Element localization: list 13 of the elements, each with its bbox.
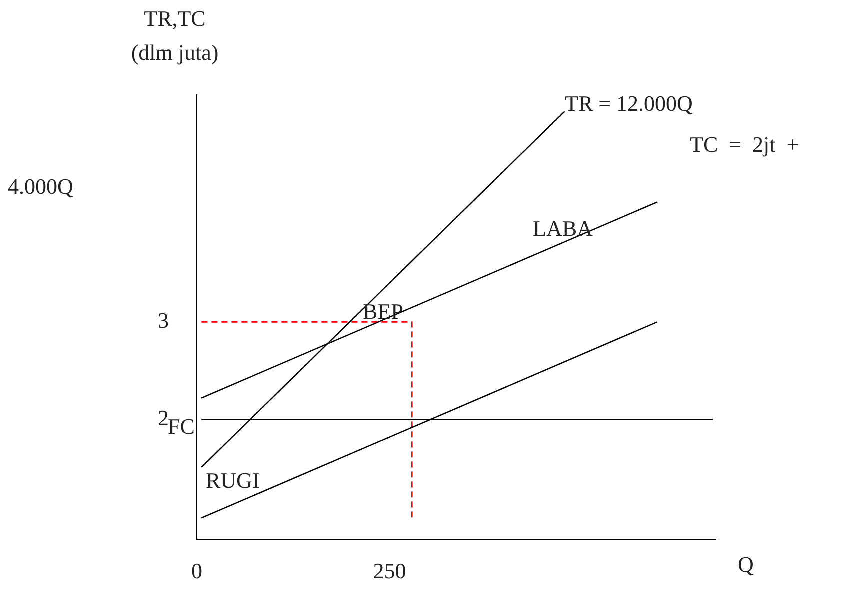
annotation: TC = 2jt + xyxy=(690,132,800,157)
y-tick-label: 3 xyxy=(158,308,169,333)
annotation: BEP xyxy=(363,298,404,324)
annotation: TR = 12.000Q xyxy=(565,90,694,116)
x-axis-title: Q xyxy=(738,551,754,579)
annotation: RUGI xyxy=(206,468,260,493)
x-tick-label: 250 xyxy=(373,558,406,584)
text: 4.000Q xyxy=(8,174,74,199)
x-tick-label: 0 xyxy=(192,558,202,584)
annotation: LABA xyxy=(533,216,593,241)
y-tick-label: 2 xyxy=(158,405,169,430)
y-axis-title: TR,TC (dlm juta) xyxy=(130,5,220,67)
text: FC xyxy=(168,414,195,439)
